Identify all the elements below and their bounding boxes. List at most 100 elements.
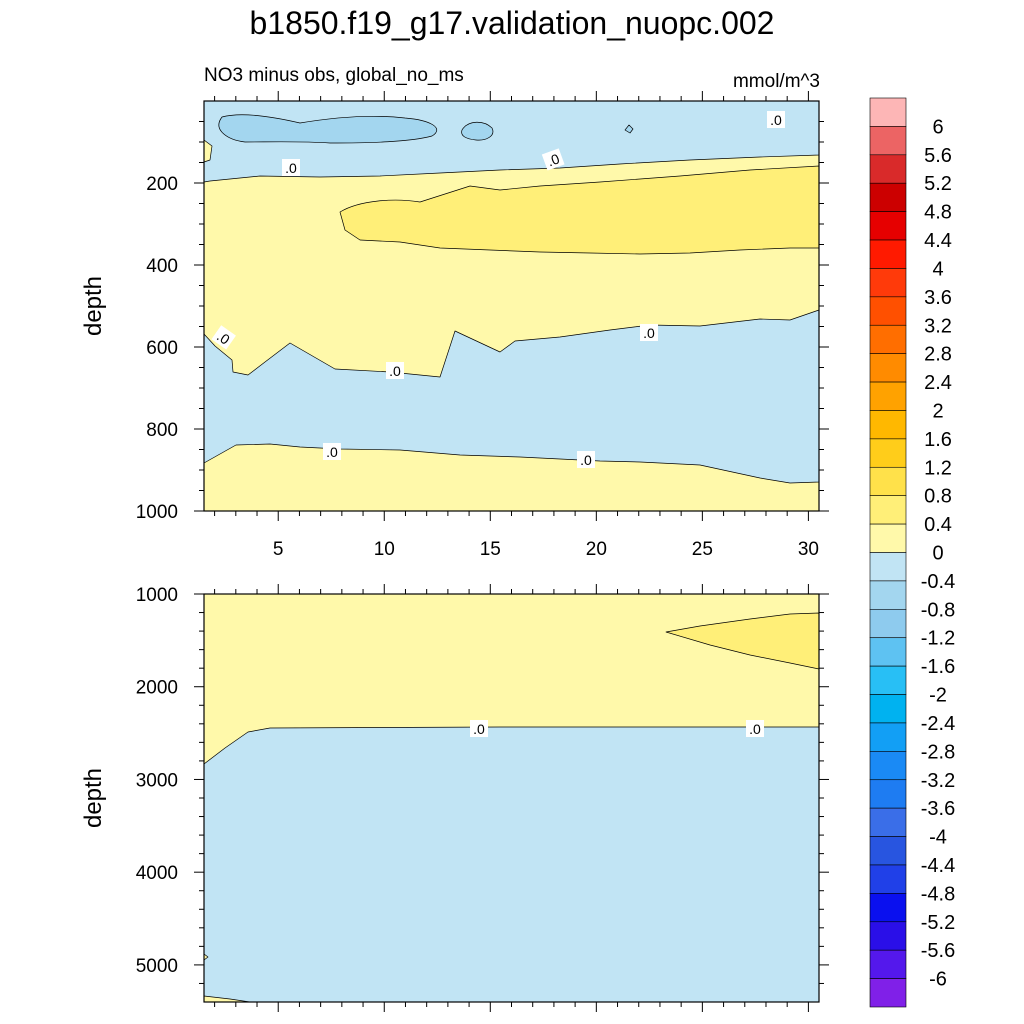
colorbar-box [869,495,907,525]
colorbar-box [869,182,907,212]
colorbar-label: -4 [929,827,947,849]
upper-field [203,100,820,511]
upper-y-tick-labels: 200 400 600 800 1000 [136,174,178,523]
colorbar-label: 6 [932,116,943,138]
upper-x-tick-label: 30 [798,539,819,560]
colorbar-box [869,779,907,809]
upper-x-tick-label: 15 [480,539,501,560]
colorbar-label: 0 [932,543,943,565]
colorbar-box [869,722,907,752]
colorbar-label: 1.6 [924,429,952,451]
colorbar-box [869,921,907,951]
colorbar-box [869,836,907,866]
colorbar-label: -2.8 [921,741,955,763]
colorbar-box [869,438,907,468]
colorbar-box [869,552,907,582]
colorbar-label: 5.2 [924,173,952,195]
colorbar-box [869,978,907,1008]
colorbar-box [869,665,907,695]
upper-x-tick-label: 20 [586,539,607,560]
colorbar-box [869,864,907,894]
colorbar-label: 1.2 [924,457,952,479]
svg-text:.0: .0 [749,721,761,737]
svg-text:.0: .0 [389,363,401,379]
colorbar-box [869,694,907,724]
colorbar-box [869,893,907,923]
colorbar-label: -5.6 [921,940,955,962]
upper-contour-label-3: .0 [767,111,785,128]
lower-field [203,593,820,1003]
colorbar-label: -3.6 [921,798,955,820]
lower-contour-label-2: .0 [746,720,764,737]
upper-mid-negative-region [203,309,820,484]
upper-contour-label-6: .0 [640,324,658,341]
colorbar-label: -2 [929,685,947,707]
colorbar-box [869,239,907,269]
svg-text:.0: .0 [473,721,485,737]
lower-contour-labels: .0 .0 [470,720,764,737]
colorbar-box [869,637,907,667]
upper-ylabel: depth [80,276,107,336]
colorbar-box [869,268,907,298]
upper-contour-label-1: .0 [282,159,300,176]
colorbar: 6 5.6 5.2 4.8 4.4 4 3.6 3.2 2.8 2.4 2 1.6 1.2 0.8 0.4 0… [869,97,955,1008]
upper-y-tick-label: 400 [146,256,178,277]
colorbar-label: -1.2 [921,628,955,650]
svg-text:.0: .0 [580,452,592,468]
colorbar-box [869,609,907,639]
lower-panel: depth .0 .0 1000 2000 3000 4000 5000 [80,584,829,1012]
upper-negative-spot-a [461,121,494,141]
upper-contour-labels: .0 .0 .0 .0 .0 .0 .0 .0 [211,111,785,468]
upper-contour-label-8: .0 [577,451,595,468]
lower-y-tick-labels: 1000 2000 3000 4000 5000 [136,585,178,977]
upper-shallow-strong-negative-region [218,114,438,144]
colorbar-label: -0.4 [921,571,955,593]
colorbar-box [869,211,907,241]
colorbar-box [869,324,907,354]
colorbar-label: -3.2 [921,770,955,792]
upper-y-tick-label: 600 [146,338,178,359]
colorbar-box [869,154,907,184]
colorbar-label: -2.4 [921,713,955,735]
colorbar-label: 3.2 [924,315,952,337]
upper-contour-label-2: .0 [541,148,565,171]
colorbar-label: 4.8 [924,202,952,224]
upper-axis-ticks [194,91,829,521]
upper-core-positive-region [339,165,820,255]
upper-x-tick-label: 10 [374,539,395,560]
colorbar-box [869,381,907,411]
colorbar-labels: 6 5.6 5.2 4.8 4.4 4 3.6 3.2 2.8 2.4 2 1.6 1.2 0.8 0.4 0… [921,116,955,990]
upper-x-tick-label: 25 [692,539,713,560]
upper-left-label: NO3 minus obs, global_no_ms [204,65,464,86]
svg-text:.0: .0 [326,444,338,460]
colorbar-box [869,97,907,127]
upper-contour-label-7: .0 [323,443,341,460]
lower-ylabel: depth [80,768,107,828]
upper-contour-label-5: .0 [386,362,404,379]
colorbar-box [869,126,907,156]
colorbar-label: 2.8 [924,344,952,366]
svg-text:.0: .0 [545,150,562,169]
colorbar-box [869,296,907,326]
svg-text:.0: .0 [770,112,782,128]
colorbar-box [869,523,907,553]
colorbar-label: -6 [929,969,947,991]
colorbar-box [869,751,907,781]
colorbar-box [869,580,907,610]
colorbar-label: -1.6 [921,656,955,678]
upper-negative-spot-b [624,124,634,134]
colorbar-label: -4.4 [921,855,955,877]
lower-y-tick-label: 2000 [136,678,178,699]
upper-x-tick-label: 5 [273,539,284,560]
colorbar-label: 4 [932,258,943,280]
colorbar-box [869,466,907,496]
colorbar-label: 3.6 [924,287,952,309]
colorbar-label: 2.4 [924,372,952,394]
lower-y-tick-label: 5000 [136,956,178,977]
colorbar-box [869,949,907,979]
colorbar-label: 0.8 [924,486,952,508]
upper-y-tick-label: 800 [146,420,178,441]
colorbar-label: -0.8 [921,599,955,621]
upper-x-tick-labels: 5 10 15 20 25 30 [273,539,819,560]
colorbar-label: 4.4 [924,230,952,252]
